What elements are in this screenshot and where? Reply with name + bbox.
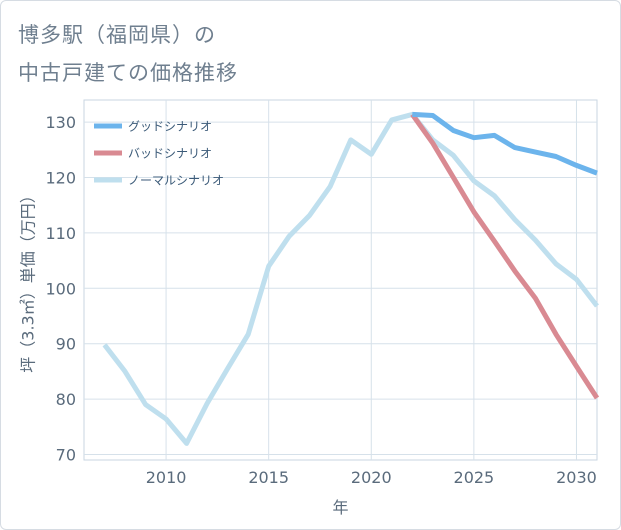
legend-label: グッドシナリオ (128, 120, 212, 134)
series-layer (102, 111, 600, 446)
grid-horizontal (84, 121, 597, 455)
legend-item-normal: ノーマルシナリオ (94, 174, 224, 188)
legend-label: バッドシナリオ (128, 147, 212, 161)
x-tick-label: 2010 (146, 468, 187, 487)
plot-area (83, 99, 600, 461)
y-axis-label: 坪（3.3㎡）単価（万円） (19, 187, 38, 372)
x-axis-label: 年 (332, 498, 348, 517)
y-tick-label: 80 (56, 390, 76, 409)
series-line-good (412, 111, 598, 176)
legend-item-bad: バッドシナリオ (94, 147, 212, 161)
legend-label: ノーマルシナリオ (128, 174, 224, 188)
y-tick-label: 130 (45, 113, 76, 132)
chart-title-line-2: 中古戸建ての価格推移 (18, 61, 238, 85)
x-tick-label: 2015 (248, 468, 289, 487)
x-tick-label: 2030 (556, 468, 597, 487)
series-line-normal (102, 111, 599, 446)
y-tick-label: 110 (45, 224, 76, 243)
y-axis-ticks: 70 80 90 100 110 120 130 (45, 113, 76, 464)
chart-title: 博多駅（福岡県）の 中古戸建ての価格推移 (18, 16, 238, 92)
series-line-bad (410, 112, 600, 400)
x-tick-label: 2020 (351, 468, 392, 487)
legend-item-good: グッドシナリオ (94, 120, 212, 134)
x-tick-label: 2025 (454, 468, 495, 487)
x-axis-ticks: 2010 2015 2020 2025 2030 (146, 468, 597, 487)
y-tick-label: 70 (56, 445, 76, 464)
chart-title-line-1: 博多駅（福岡県）の (18, 23, 216, 47)
y-tick-label: 120 (45, 169, 76, 188)
y-tick-label: 100 (45, 279, 76, 298)
y-tick-label: 90 (56, 335, 76, 354)
